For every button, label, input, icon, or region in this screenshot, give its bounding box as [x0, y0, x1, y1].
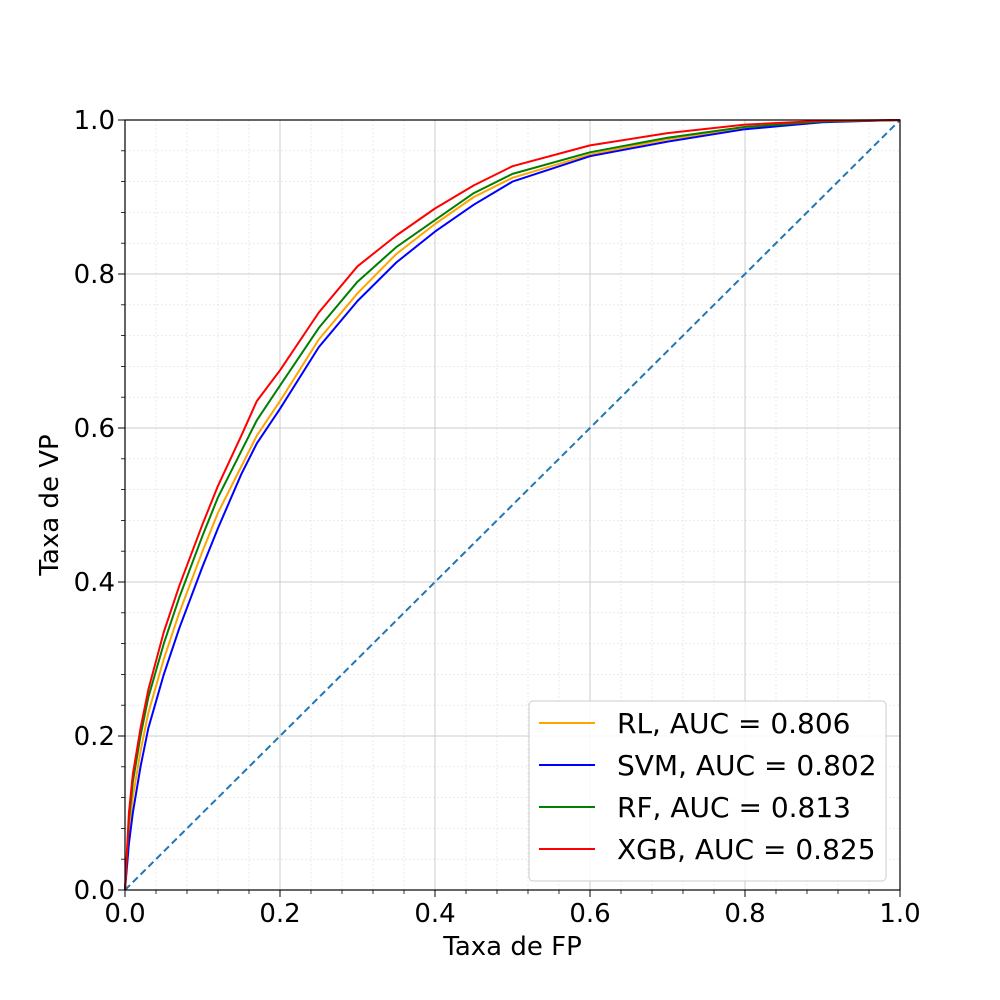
y-tick-label: 0.0 [74, 876, 115, 906]
minor-grid [125, 120, 900, 890]
x-tick-label: 0.2 [259, 899, 300, 929]
x-tick-label: 0.6 [569, 899, 610, 929]
legend-label-3: XGB, AUC = 0.825 [617, 833, 876, 866]
plot-frame [124, 119, 901, 891]
x-tick-label: 0.8 [724, 899, 765, 929]
legend-label-1: SVM, AUC = 0.802 [617, 749, 877, 782]
y-tick-label: 0.8 [74, 260, 115, 290]
x-tick-label: 0.0 [104, 899, 145, 929]
x-tick-label: 0.4 [414, 899, 455, 929]
ticks-layer: 0.0 0.2 0.4 0.6 0.8 1.0 0.0 0.2 0.4 0.6 0.8 1.0 [74, 106, 921, 929]
reference-diagonal-line [124, 119, 901, 891]
series-layer [124, 119, 901, 891]
series-line-2 [124, 119, 901, 891]
legend-box [528, 700, 887, 882]
y-tick-label: 0.4 [74, 568, 115, 598]
x-axis-label: Taxa de FP [442, 932, 582, 962]
series-line-3 [124, 119, 901, 891]
legend: RL, AUC = 0.806 SVM, AUC = 0.802 RF, AUC =… [528, 700, 887, 882]
x-tick-label: 1.0 [879, 899, 920, 929]
reference-line-layer [124, 119, 901, 891]
legend-label-0: RL, AUC = 0.806 [617, 707, 850, 740]
y-tick-label: 1.0 [74, 106, 115, 136]
series-line-0 [124, 119, 901, 891]
legend-label-2: RF, AUC = 0.813 [617, 791, 851, 824]
y-tick-label: 0.2 [74, 722, 115, 752]
y-tick-label: 0.6 [74, 414, 115, 444]
y-axis-label: Taxa de VP [35, 434, 65, 576]
series-line-1 [124, 119, 901, 891]
